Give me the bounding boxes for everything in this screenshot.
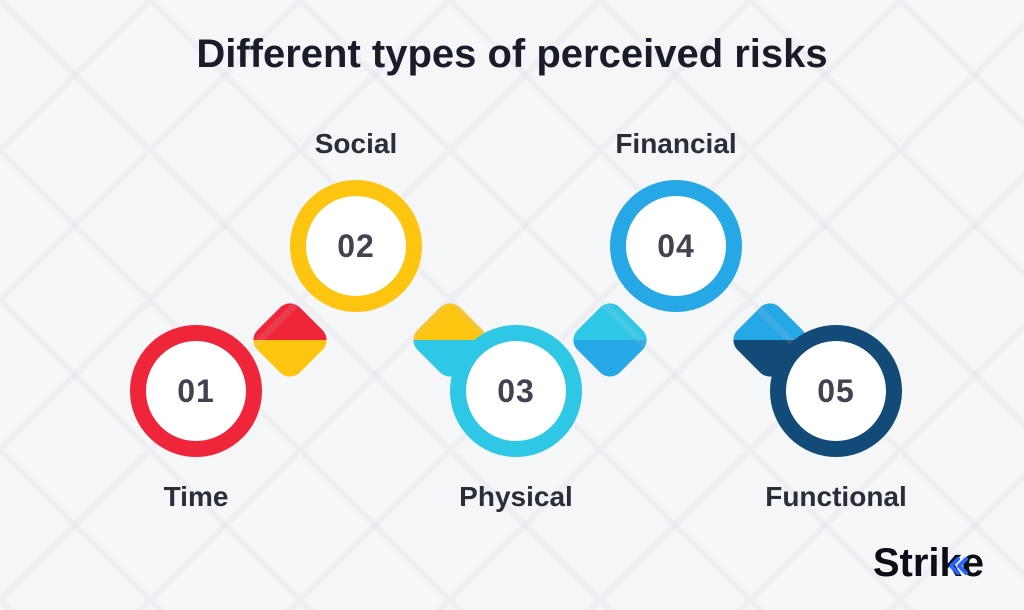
logo-text: Stri: [873, 541, 940, 586]
node-physical: 03 Physical: [450, 325, 582, 457]
node-ring: 04: [610, 180, 742, 312]
node-label: Physical: [459, 481, 573, 513]
node-label: Functional: [765, 481, 907, 513]
node-functional: 05 Functional: [770, 325, 902, 457]
logo-arrow-icon: [948, 557, 970, 575]
node-label: Social: [315, 128, 397, 160]
node-number: 01: [177, 373, 215, 410]
node-number: 02: [337, 228, 375, 265]
node-ring: 05: [770, 325, 902, 457]
node-number: 05: [817, 373, 855, 410]
node-number: 03: [497, 373, 535, 410]
page-title: Different types of perceived risks: [0, 32, 1024, 77]
logo-text-k: k: [940, 541, 962, 586]
brand-logo: Strik e: [873, 541, 984, 586]
node-ring: 01: [130, 325, 262, 457]
node-social: 02 Social: [290, 180, 422, 312]
node-time: 01 Time: [130, 325, 262, 457]
node-label: Financial: [615, 128, 736, 160]
node-ring: 02: [290, 180, 422, 312]
node-financial: 04 Financial: [610, 180, 742, 312]
node-label: Time: [164, 481, 229, 513]
node-number: 04: [657, 228, 695, 265]
risk-chain-diagram: 01 Time 02 Social 03 Physical 04 Financi…: [0, 150, 1024, 510]
node-ring: 03: [450, 325, 582, 457]
